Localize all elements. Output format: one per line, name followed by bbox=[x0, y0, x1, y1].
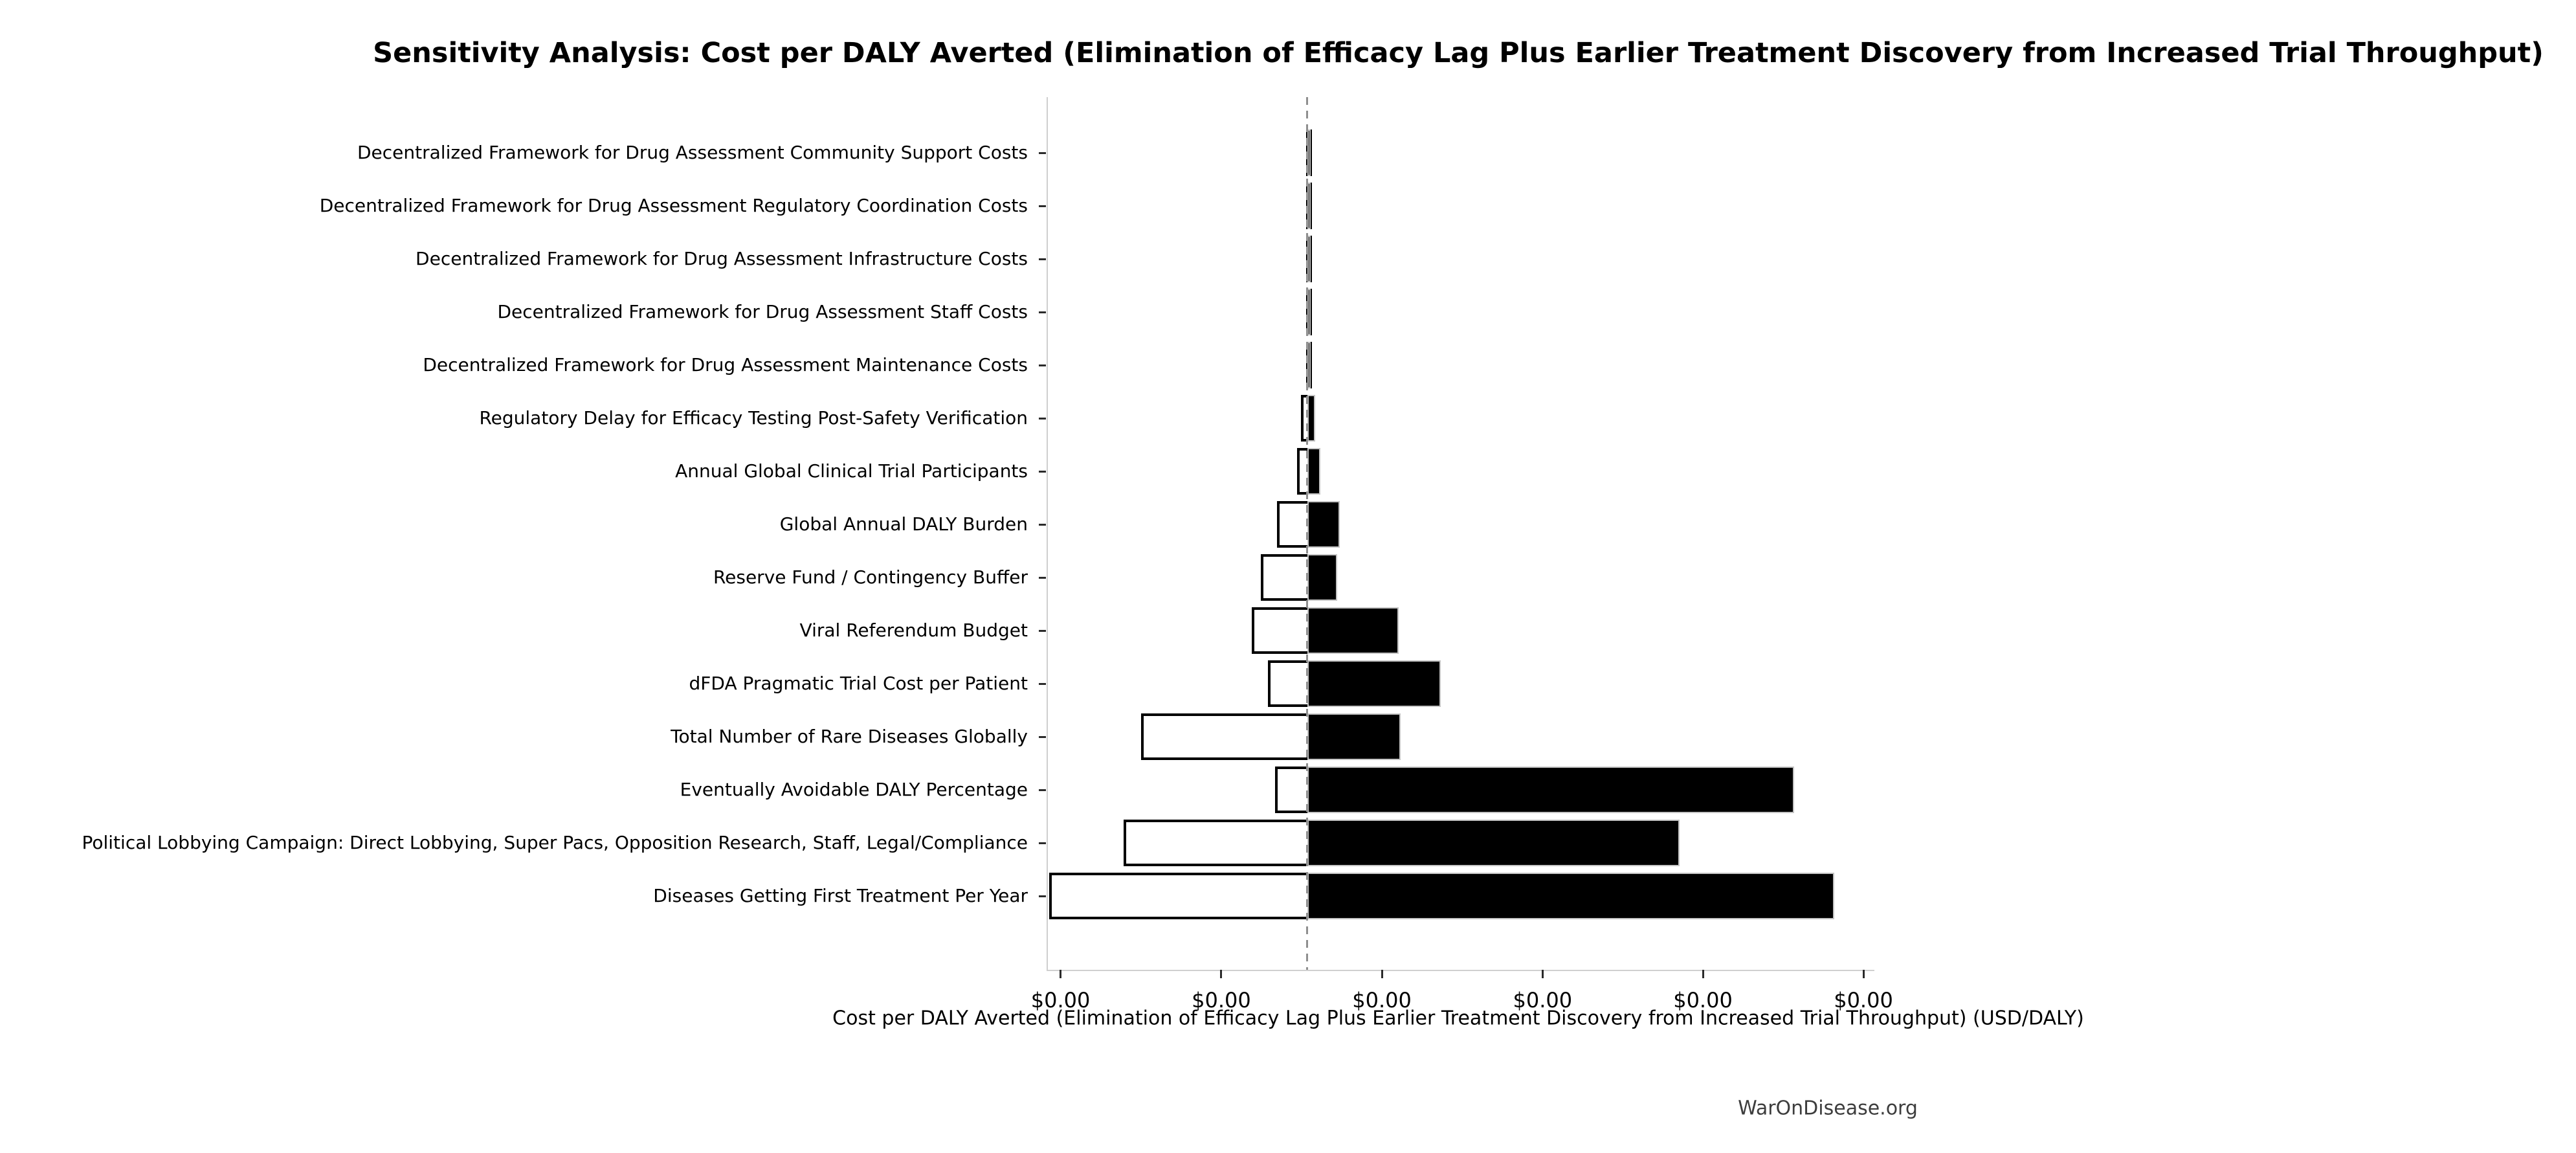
low-bar bbox=[1049, 873, 1310, 919]
x-tick-label: $0.00 bbox=[1192, 988, 1251, 1013]
high-bar bbox=[1307, 873, 1834, 919]
x-tick-label: $0.00 bbox=[1030, 988, 1091, 1013]
x-tick-mark bbox=[1060, 970, 1062, 978]
y-tick-label: Diseases Getting First Treatment Per Yea… bbox=[653, 884, 1028, 906]
y-tick-mark bbox=[1039, 842, 1046, 844]
y-tick-mark bbox=[1039, 417, 1046, 420]
y-tick-mark bbox=[1039, 682, 1046, 685]
y-tick-label: Decentralized Framework for Drug Assessm… bbox=[357, 141, 1028, 163]
y-tick-mark bbox=[1039, 735, 1046, 738]
y-tick-label: Eventually Avoidable DALY Percentage bbox=[680, 778, 1028, 800]
low-bar bbox=[1275, 767, 1310, 813]
y-tick-mark bbox=[1039, 523, 1046, 526]
y-tick-mark bbox=[1039, 789, 1046, 791]
y-tick-label: dFDA Pragmatic Trial Cost per Patient bbox=[689, 672, 1028, 694]
watermark-text: WarOnDisease.org bbox=[1738, 1097, 1918, 1120]
y-tick-mark bbox=[1039, 895, 1046, 897]
high-bar bbox=[1307, 501, 1340, 548]
baseline-dashed-line bbox=[1306, 97, 1309, 970]
x-tick-mark bbox=[1381, 970, 1383, 978]
y-tick-mark bbox=[1039, 576, 1046, 579]
x-tick-label: $0.00 bbox=[1352, 988, 1412, 1013]
y-tick-label: Decentralized Framework for Drug Assessm… bbox=[423, 353, 1028, 375]
y-tick-mark bbox=[1039, 470, 1046, 473]
high-bar bbox=[1307, 660, 1441, 707]
high-bar bbox=[1307, 713, 1401, 760]
y-tick-label: Viral Referendum Budget bbox=[799, 619, 1028, 641]
plot-area: $0.00 $0.00 $0.00 $0.00 $0.00 $0.00 bbox=[1031, 97, 1893, 1013]
low-bar bbox=[1123, 820, 1310, 866]
y-tick-label: Decentralized Framework for Drug Assessm… bbox=[319, 194, 1028, 216]
high-bar bbox=[1307, 820, 1680, 866]
y-tick-mark bbox=[1039, 205, 1046, 207]
y-tick-mark bbox=[1039, 311, 1046, 313]
x-axis-label: Cost per DALY Averted (Elimination of Ef… bbox=[832, 1007, 2084, 1030]
x-tick-label: $0.00 bbox=[1673, 988, 1733, 1013]
high-bar bbox=[1307, 607, 1399, 654]
chart-title: Sensitivity Analysis: Cost per DALY Aver… bbox=[373, 37, 2544, 69]
high-bar bbox=[1307, 554, 1337, 601]
y-tick-mark bbox=[1039, 629, 1046, 632]
low-bar bbox=[1141, 713, 1310, 760]
y-tick-mark bbox=[1039, 364, 1046, 366]
low-bar bbox=[1251, 607, 1310, 654]
high-bar bbox=[1307, 448, 1321, 495]
y-tick-mark bbox=[1039, 151, 1046, 154]
y-tick-mark bbox=[1039, 258, 1046, 260]
y-tick-label: Total Number of Rare Diseases Globally bbox=[671, 725, 1028, 747]
low-bar bbox=[1277, 501, 1310, 548]
x-tick-label: $0.00 bbox=[1513, 988, 1573, 1013]
x-tick-label: $0.00 bbox=[1834, 988, 1893, 1013]
x-tick-mark bbox=[1541, 970, 1544, 978]
low-bar bbox=[1267, 660, 1310, 707]
y-tick-label: Reserve Fund / Contingency Buffer bbox=[713, 566, 1028, 588]
y-tick-label: Annual Global Clinical Trial Participant… bbox=[675, 460, 1028, 482]
y-tick-label: Decentralized Framework for Drug Assessm… bbox=[497, 300, 1028, 322]
high-bar bbox=[1307, 395, 1316, 442]
x-tick-mark bbox=[1862, 970, 1865, 978]
high-bar bbox=[1307, 767, 1794, 813]
y-tick-label: Global Annual DALY Burden bbox=[779, 513, 1028, 535]
x-tick-mark bbox=[1702, 970, 1704, 978]
low-bar bbox=[1261, 554, 1310, 601]
y-tick-label: Regulatory Delay for Efficacy Testing Po… bbox=[479, 407, 1028, 429]
y-tick-label: Decentralized Framework for Drug Assessm… bbox=[416, 247, 1028, 269]
x-tick-mark bbox=[1220, 970, 1223, 978]
y-tick-label: Political Lobbying Campaign: Direct Lobb… bbox=[82, 831, 1028, 853]
